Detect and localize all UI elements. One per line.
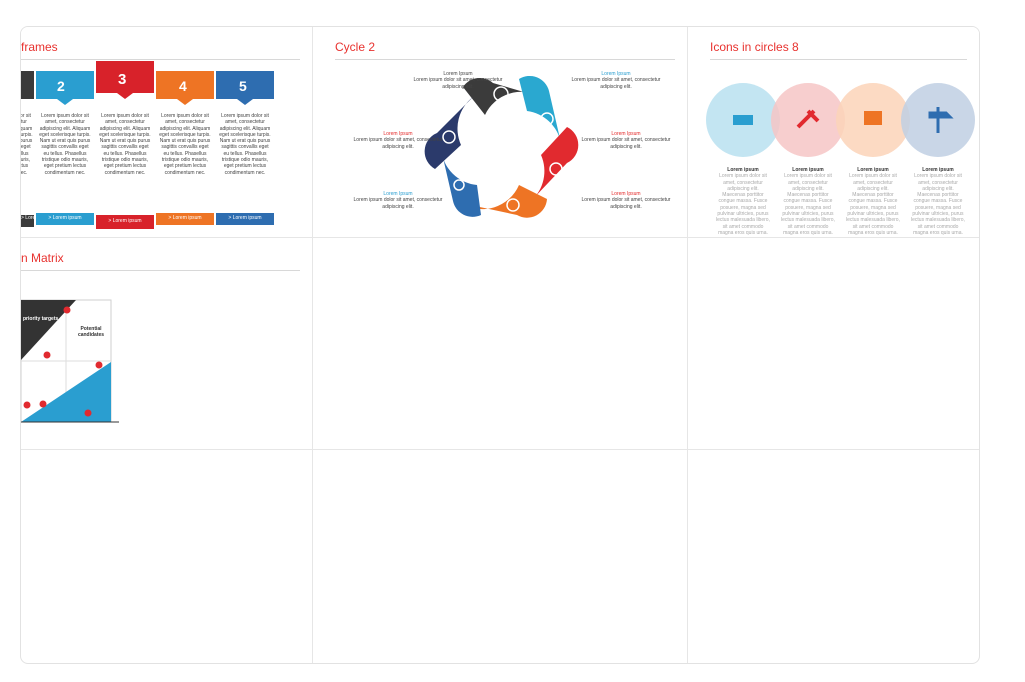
cycle-segment	[531, 127, 579, 201]
frame-number: 4	[179, 78, 187, 94]
opportunity-dot	[43, 351, 51, 359]
circle-caption: Lorem ipsum Lorem ipsum dolor sit amet, c…	[846, 167, 900, 236]
cycle-segment	[461, 185, 547, 218]
opportunity-dot	[84, 409, 92, 417]
slide-frames[interactable]: frames 2 3 4 5 Lorem ipsum dolor sit am	[21, 27, 312, 237]
template-gallery: frames 2 3 4 5 Lorem ipsum dolor sit am	[20, 26, 980, 664]
cycle-caption: Lorem Ipsum Lorem ipsum dolor sit amet, c…	[581, 131, 671, 150]
cycle-segment	[519, 75, 561, 143]
cycle-segment	[424, 97, 473, 169]
opportunity-dot	[39, 400, 47, 408]
title-rule	[710, 59, 967, 60]
frame-text: Lorem ipsum dolor sit amet, consectetur …	[99, 113, 151, 176]
slide-icons-in-circles[interactable]: Icons in circles 8 Lorem ipsum Lorem ipsu…	[688, 27, 979, 237]
gavel-icon	[796, 109, 820, 129]
title-rule	[21, 59, 300, 60]
cycle-caption: Lorem Ipsum Lorem ipsum dolor sit amet, c…	[571, 71, 661, 90]
frame-header	[156, 71, 214, 99]
opportunity-dot	[63, 306, 71, 314]
divider	[312, 27, 313, 663]
frame-text: Lorem ipsum dolor sit amet, consectetur …	[21, 113, 33, 176]
cycle-segment	[441, 149, 481, 217]
frame-button[interactable]: > Lorem ipsum	[48, 215, 82, 221]
slide-title: n Matrix	[21, 251, 64, 265]
circle-caption: Lorem ipsum Lorem ipsum dolor sit amet, c…	[781, 167, 835, 236]
circle-caption: Lorem ipsum Lorem ipsum dolor sit amet, c…	[911, 167, 965, 236]
matrix-label: priority targets	[23, 316, 59, 322]
frame-button[interactable]: > Lorem ipsum	[108, 218, 142, 224]
frame-text: Lorem ipsum dolor sit amet, consectetur …	[219, 113, 271, 176]
frame-arrow	[237, 99, 253, 105]
frame-number: 3	[118, 71, 127, 88]
title-rule	[335, 59, 675, 60]
frame-arrow	[57, 99, 73, 105]
matrix-label: Potential candidates	[77, 326, 105, 338]
divider	[687, 27, 688, 663]
frame-footer	[216, 213, 274, 225]
city-icon	[540, 112, 554, 126]
cycle-caption: Lorem Ipsum Lorem ipsum dolor sit amet, c…	[353, 191, 443, 210]
signpost-icon	[453, 179, 465, 191]
frame-button[interactable]: > Lorem ipsum	[228, 215, 262, 221]
cycle-caption: Lorem Ipsum Lorem ipsum dolor sit amet, c…	[581, 191, 671, 210]
frame-footer	[36, 213, 94, 225]
circle-caption: Lorem ipsum Lorem ipsum dolor sit amet, c…	[716, 167, 770, 236]
divider	[21, 449, 979, 450]
cycle-segment	[463, 77, 541, 115]
frame-button[interactable]: > Lorem ipsum	[21, 215, 34, 221]
team-icon	[549, 162, 563, 176]
divider	[21, 237, 979, 238]
opportunity-dot	[23, 401, 31, 409]
easel-icon	[864, 111, 882, 125]
frame-number: 5	[239, 78, 247, 94]
slide-matrix[interactable]: n Matrix priority targets Potential cand…	[21, 238, 312, 449]
circles-graphic	[706, 83, 975, 157]
frame-footer	[96, 215, 154, 229]
opportunity-dot	[95, 361, 103, 369]
matrix-graphic	[21, 299, 119, 423]
frame-text: Lorem ipsum dolor sit amet, consectetur …	[39, 113, 91, 176]
frame-header	[216, 71, 274, 99]
frame-button[interactable]: > Lorem ipsum	[168, 215, 202, 221]
chart-icon	[506, 198, 520, 212]
frame-number: 2	[57, 78, 65, 94]
frames-graphic	[21, 61, 274, 229]
cycle-caption: Lorem Ipsum Lorem ipsum dolor sit amet, c…	[413, 71, 503, 90]
desk-icon	[733, 115, 753, 125]
title-rule	[21, 270, 300, 271]
frame-header	[36, 71, 94, 99]
icon-circle	[771, 83, 845, 157]
frame-footer	[21, 215, 34, 227]
compass-icon	[493, 86, 509, 102]
slide-title: frames	[21, 40, 58, 54]
frame-arrow	[177, 99, 193, 105]
high-priority-zone	[21, 300, 76, 360]
frame-header	[21, 71, 34, 99]
frame-text: Lorem ipsum dolor sit amet, consectetur …	[159, 113, 211, 176]
slide-title: Cycle 2	[335, 40, 376, 54]
frame-header	[96, 61, 154, 93]
frame-arrow	[117, 93, 133, 99]
slide-cycle[interactable]: Cycle 2 Lorem Ipsum Lorem ipsum dolor sit…	[313, 27, 687, 237]
crown-icon	[442, 130, 456, 144]
signpost-icon	[928, 107, 954, 133]
cycle-graphic	[424, 75, 579, 218]
frame-footer	[156, 213, 214, 225]
cycle-caption: Lorem Ipsum Lorem ipsum dolor sit amet, c…	[353, 131, 443, 150]
slide-title: Icons in circles 8	[710, 40, 799, 54]
